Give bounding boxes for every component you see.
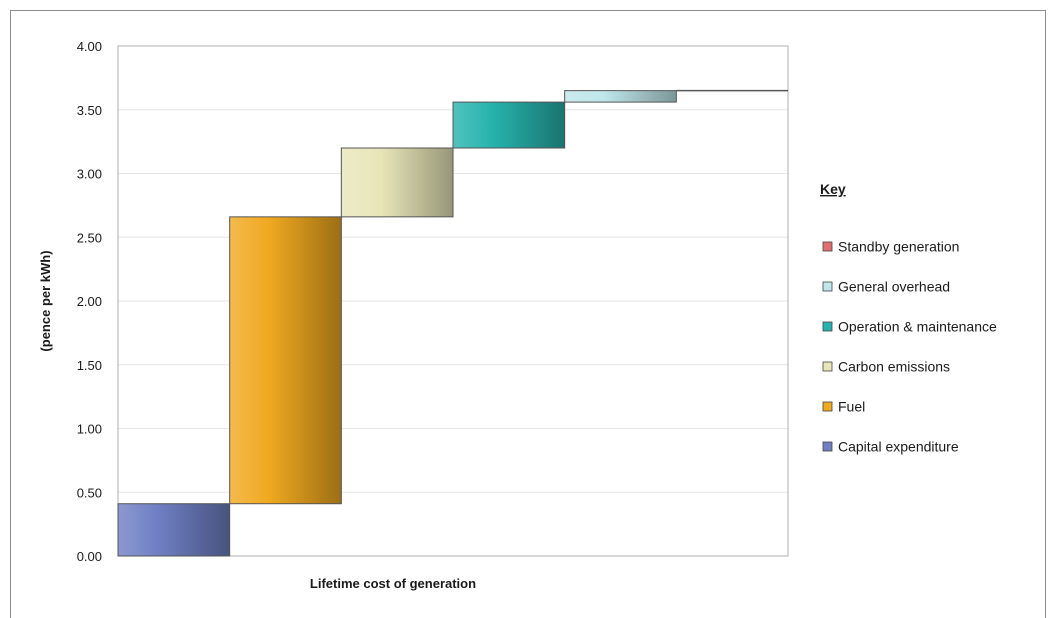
legend: Standby generation General overhead Operat… <box>822 239 997 455</box>
bar-capital-expenditure <box>117 503 231 557</box>
chart-frame <box>10 10 1046 618</box>
legend-label-general-overhead: General overhead <box>838 279 950 295</box>
bar-fuel <box>229 216 342 505</box>
y-axis-ticks: 0.00 0.50 1.00 1.50 2.00 2.50 3.00 3.50 4.00 <box>77 39 102 564</box>
y-tick-label: 1.50 <box>77 358 102 373</box>
y-tick-label: 2.00 <box>77 294 102 309</box>
legend-swatch-fuel <box>822 401 833 412</box>
x-axis-title: Lifetime cost of generation <box>310 576 476 591</box>
y-tick-label: 3.00 <box>77 167 102 182</box>
plot-area <box>117 45 789 557</box>
y-tick-label: 4.00 <box>77 39 102 54</box>
legend-label-fuel: Fuel <box>838 399 865 415</box>
y-tick-label: 0.00 <box>77 549 102 564</box>
legend-label-operation-maintenance: Operation & maintenance <box>838 319 997 335</box>
legend-label-capital-expenditure: Capital expenditure <box>838 439 959 455</box>
legend-title: Key <box>820 181 846 197</box>
legend-swatch-standby-generation <box>822 241 833 252</box>
bar-operation-maintenance <box>452 101 566 149</box>
y-tick-label: 1.00 <box>77 422 102 437</box>
legend-swatch-capital-expenditure <box>822 441 833 452</box>
legend-label-carbon-emissions: Carbon emissions <box>838 359 950 375</box>
legend-swatch-operation-maintenance <box>822 321 833 332</box>
legend-swatch-carbon-emissions <box>822 361 833 372</box>
legend-swatch-general-overhead <box>822 281 833 292</box>
y-axis-title: (pence per kWh) <box>38 250 53 351</box>
y-tick-label: 2.50 <box>77 230 102 245</box>
y-tick-label: 0.50 <box>77 485 102 500</box>
bar-general-overhead <box>564 90 677 103</box>
bar-carbon-emissions <box>340 147 454 218</box>
y-tick-label: 3.50 <box>77 103 102 118</box>
bars <box>117 89 788 557</box>
legend-label-standby-generation: Standby generation <box>838 239 959 255</box>
